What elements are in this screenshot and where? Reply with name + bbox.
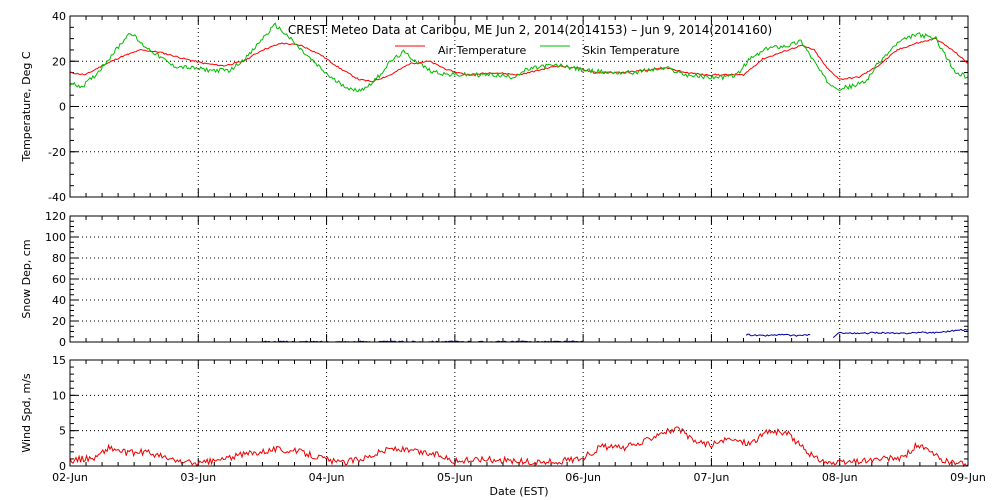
y-tick-label: 15 xyxy=(52,354,66,367)
panel-2: 0 5 10 15 Wind Spd, m/s xyxy=(20,354,969,473)
y-tick-label: 0 xyxy=(59,101,66,114)
x-axis-title: Date (EST) xyxy=(489,485,548,498)
y-tick-label: 100 xyxy=(45,231,66,244)
y-tick-label: 40 xyxy=(52,294,66,307)
y-tick-label: 5 xyxy=(59,425,66,438)
x-tick-label: 03-Jun xyxy=(180,471,216,484)
plot-frame xyxy=(69,359,969,467)
legend: Air Temperature Skin Temperature xyxy=(395,44,680,57)
y-axis-title: Temperature, Deg C xyxy=(20,51,33,162)
plot-frame xyxy=(69,215,969,343)
y-tick-label: 120 xyxy=(45,210,66,223)
y-axis-title: Snow Dep, cm xyxy=(20,239,33,318)
x-tick-label: 02-Jun xyxy=(52,471,88,484)
series-line-1-1 xyxy=(745,333,811,337)
chart-title: CREST Meteo Data at Caribou, ME Jun 2, 2… xyxy=(288,23,772,37)
y-tick-label: 10 xyxy=(52,389,66,402)
x-axis-labels: 02-Jun 03-Jun 04-Jun 05-Jun 06-Jun 07-Jun 08-J… xyxy=(52,471,986,484)
y-tick-label: 20 xyxy=(52,55,66,68)
panels: -40 -20 0 20 40 Temperature, Deg C Air Tempera… xyxy=(20,10,969,473)
panel-0: -40 -20 0 20 40 Temperature, Deg C Air Tempera… xyxy=(20,10,969,204)
series-line-0-1 xyxy=(69,22,969,93)
series-line-1-2 xyxy=(832,328,969,338)
x-tick-label: 08-Jun xyxy=(822,471,858,484)
y-tick-label: 60 xyxy=(52,273,66,286)
series-line-2-0 xyxy=(69,426,969,468)
legend-label: Skin Temperature xyxy=(583,44,680,57)
legend-label: Air Temperature xyxy=(438,44,527,57)
y-axis-title: Wind Spd, m/s xyxy=(20,373,33,453)
y-tick-label: 0 xyxy=(59,336,66,349)
panel-1: 0 20 40 60 80 100 120 Snow Dep, cm xyxy=(20,210,969,349)
x-tick-label: 06-Jun xyxy=(565,471,601,484)
y-tick-label: 0 xyxy=(59,460,66,473)
x-tick-label: 07-Jun xyxy=(694,471,730,484)
x-tick-label: 04-Jun xyxy=(309,471,345,484)
x-tick-label: 09-Jun xyxy=(950,471,986,484)
y-tick-label: 40 xyxy=(52,10,66,23)
y-tick-label: -20 xyxy=(48,146,66,159)
y-tick-label: 80 xyxy=(52,252,66,265)
x-tick-label: 05-Jun xyxy=(437,471,473,484)
plot-frame xyxy=(69,15,969,198)
y-tick-label: 20 xyxy=(52,315,66,328)
y-tick-label: -40 xyxy=(48,191,66,204)
